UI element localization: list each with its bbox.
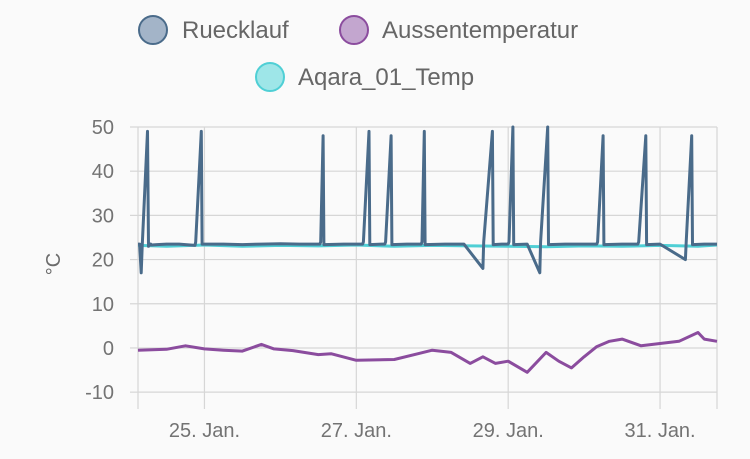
legend-item-aqara-01-temp[interactable]: Aqara_01_Temp [255,62,474,92]
x-axis: 25. Jan. 27. Jan. 29. Jan. 31. Jan. [169,420,696,442]
legend-swatch [138,15,168,45]
legend-label: Aqara_01_Temp [298,64,474,91]
x-tick-label: 25. Jan. [169,420,240,442]
legend-swatch [339,15,369,45]
legend: Ruecklauf Aussentemperatur Aqara_01_Temp [138,15,578,92]
y-axis-label: °C [43,253,65,275]
legend-item-ruecklauf[interactable]: Ruecklauf [138,15,289,45]
y-tick-label: -10 [85,382,114,404]
y-tick-label: 40 [92,161,114,183]
x-tick-label: 29. Jan. [473,420,544,442]
plot-area [137,125,718,374]
x-tick-label: 31. Jan. [624,420,695,442]
y-tick-label: 0 [103,338,114,360]
legend-label: Ruecklauf [182,17,289,44]
legend-label: Aussentemperatur [382,17,578,44]
y-tick-label: 20 [92,250,114,272]
x-tick-label: 27. Jan. [321,420,392,442]
legend-item-aussentemperatur[interactable]: Aussentemperatur [339,15,578,45]
y-tick-label: 30 [92,205,114,227]
y-tick-label: 50 [92,117,114,139]
y-axis: 50 40 30 20 10 0 -10 [85,117,138,404]
legend-swatch [255,62,285,92]
series-line-aussentemperatur [137,331,718,374]
series-line-ruecklauf [138,125,717,275]
grid [137,126,718,409]
y-tick-label: 10 [92,294,114,316]
